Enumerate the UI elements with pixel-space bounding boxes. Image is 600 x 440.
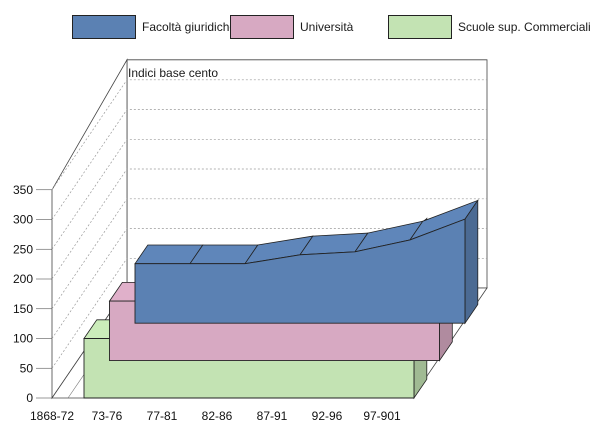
legend-item-facolta: Facoltà giuridiche — [72, 14, 236, 40]
end-face-0 — [464, 199, 479, 325]
gridline-3 — [51, 198, 487, 309]
gridline-5 — [51, 138, 487, 250]
y-tick-label-5: 250 — [13, 242, 33, 256]
legend-item-universita: Università — [230, 14, 353, 40]
gridline-7 — [51, 79, 487, 190]
y-axis-label: Indici base cento — [128, 66, 219, 80]
legend-swatch-universita — [230, 15, 294, 39]
x-tick-label-2: 77-81 — [147, 409, 178, 423]
x-tick-label-1: 73-76 — [92, 409, 123, 423]
y-tick-label-6: 300 — [13, 213, 33, 227]
legend-label-universita: Università — [300, 20, 354, 34]
y-tick-label-0: 0 — [26, 391, 33, 405]
legend-item-scuole: Scuole sup. Commerciali — [388, 14, 591, 40]
x-tick-label-6: 97-901 — [363, 409, 401, 423]
front-face-0 — [134, 218, 466, 324]
legend-swatch-scuole — [388, 15, 452, 39]
y-tick-label-2: 100 — [13, 332, 33, 346]
x-tick-label-4: 87-91 — [257, 409, 288, 423]
gridline-2 — [51, 228, 487, 339]
gridline-4 — [51, 168, 487, 280]
gridline-6 — [51, 109, 487, 220]
legend-swatch-facolta — [72, 15, 136, 39]
legend-label-scuole: Scuole sup. Commerciali — [458, 20, 591, 34]
x-tick-label-0: 1868-72 — [30, 409, 74, 423]
y-tick-label-7: 350 — [13, 183, 33, 197]
legend-label-facolta: Facoltà giuridiche — [142, 20, 237, 34]
x-tick-label-5: 92-96 — [312, 409, 343, 423]
x-tick-label-3: 82-86 — [202, 409, 233, 423]
y-tick-label-4: 200 — [13, 272, 33, 286]
y-tick-label-1: 50 — [20, 361, 34, 375]
y-tick-label-3: 150 — [13, 302, 33, 316]
